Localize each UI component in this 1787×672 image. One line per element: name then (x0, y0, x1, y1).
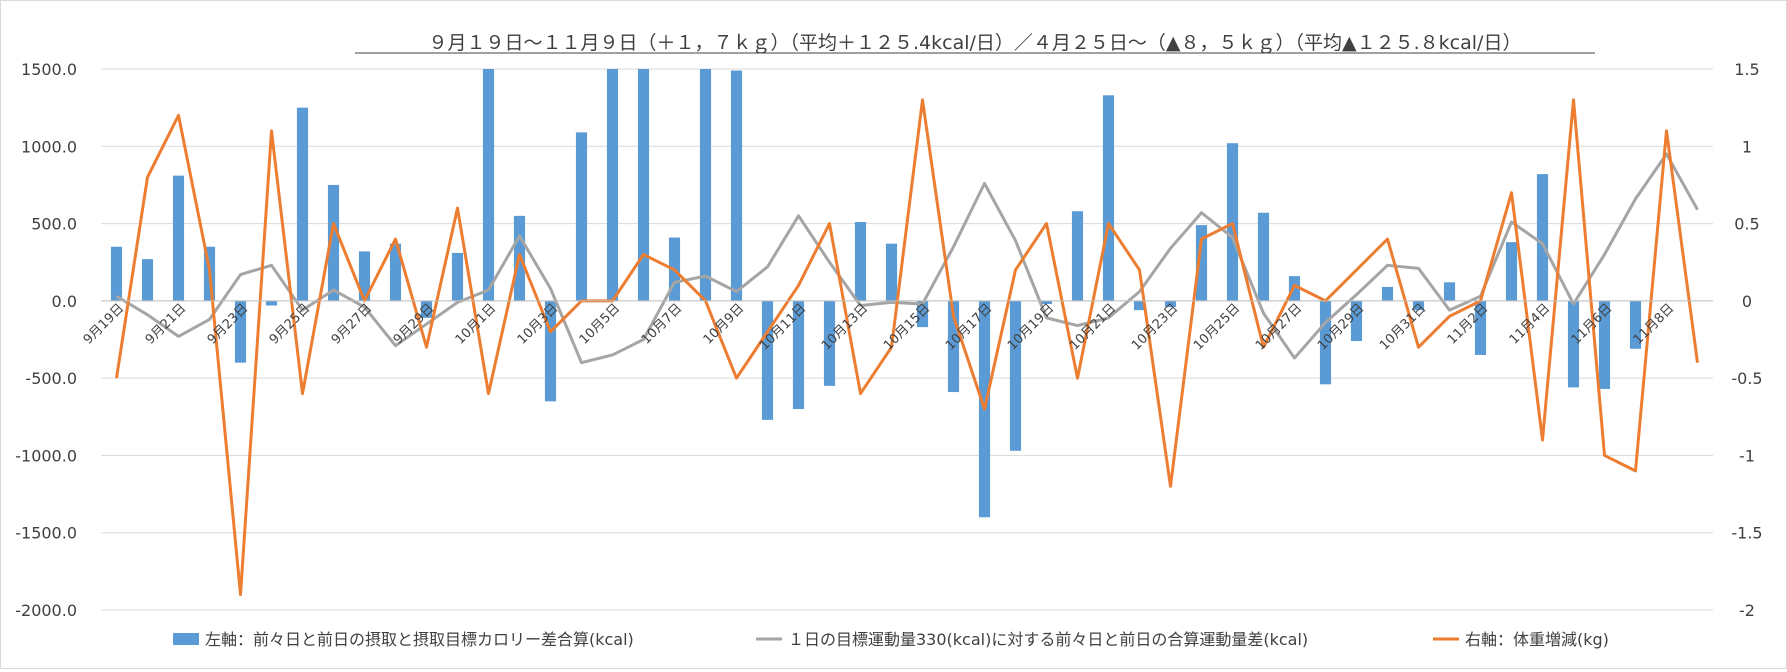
bar (916, 300, 929, 328)
right-axis-tick-label: 1 (1742, 137, 1752, 156)
right-axis-tick-label: 0 (1742, 292, 1752, 311)
bar (606, 69, 619, 301)
bar (1133, 300, 1146, 311)
bar (358, 251, 371, 301)
bar (575, 132, 588, 301)
chart-title: ９月１９日～１１月９日（＋１，７ｋｇ）（平均＋１２５.4kcal/日）／４月２５… (429, 32, 1522, 54)
left-axis-tick-label: -2000.0 (15, 601, 77, 620)
left-axis-tick-label: 0.0 (52, 292, 77, 311)
x-axis-tick-label: 10月15日 (881, 301, 933, 353)
right-axis-tick-label: 0.5 (1734, 215, 1759, 234)
left-axis-tick-label: -1500.0 (15, 524, 77, 543)
x-axis-tick-label: 9月25日 (267, 301, 314, 348)
bar (823, 300, 836, 386)
legend: 左軸：前々日と前日の摂取と摂取目標カロリー差合算(kcal) １日の目標運動量33… (173, 630, 1609, 649)
left-axis-tick-label: 1000.0 (21, 137, 77, 156)
bar (792, 300, 805, 410)
right-axis-tick-label: -0.5 (1731, 369, 1762, 388)
axes: 1500.0 1000.0 500.0 0.0 -500.0 -1000.0 -1500.0… (15, 60, 1762, 620)
x-axis-tick-label: 10月1日 (453, 301, 500, 348)
right-axis-tick-label: -1.5 (1731, 524, 1762, 543)
right-axis-tick-label: 1.5 (1734, 60, 1759, 79)
bar (265, 300, 278, 306)
bar (1443, 282, 1456, 301)
bar (1536, 174, 1549, 301)
bar (141, 259, 154, 301)
bar (1474, 300, 1487, 355)
right-axis-tick-label: -1 (1739, 446, 1755, 465)
bar (451, 252, 464, 301)
bar (1071, 211, 1084, 301)
left-axis-tick-label: 500.0 (31, 215, 77, 234)
legend-swatch (173, 633, 199, 645)
bar (1040, 300, 1053, 304)
x-axis-tick-label: 9月21日 (143, 301, 190, 348)
bar (1567, 300, 1580, 388)
bar (544, 300, 557, 402)
bar (327, 184, 340, 301)
bar (885, 243, 898, 301)
x-axis-tick-label: 10月5日 (577, 301, 624, 348)
bar (637, 69, 650, 301)
x-axis-tick-label: 10月25日 (1191, 301, 1243, 353)
bar (1257, 212, 1270, 301)
bar (1412, 300, 1425, 311)
bar (947, 300, 960, 393)
bar (699, 69, 712, 301)
right-axis-tick-label: -2 (1739, 601, 1755, 620)
bar (1009, 300, 1022, 451)
bar (389, 243, 402, 301)
legend-label: 右軸：体重増減(kg) (1465, 630, 1609, 649)
bar (1226, 143, 1239, 301)
line-series (115, 98, 1699, 597)
bar (172, 175, 185, 301)
bar (296, 107, 309, 301)
bar (1505, 242, 1518, 301)
bar (854, 222, 867, 301)
bar (1381, 286, 1394, 301)
left-axis-tick-label: -1000.0 (15, 446, 77, 465)
bar (1195, 225, 1208, 301)
bar (1319, 300, 1332, 385)
bar (1629, 300, 1642, 349)
bar (761, 300, 774, 420)
x-axis-tick-label: 9月27日 (329, 301, 376, 348)
bar (234, 300, 247, 363)
bar (1164, 300, 1177, 308)
bar (110, 246, 123, 301)
x-axis-tick-label: 9月19日 (81, 301, 128, 348)
bar (1350, 300, 1363, 342)
left-axis-tick-label: 1500.0 (21, 60, 77, 79)
left-axis-tick-label: -500.0 (25, 369, 77, 388)
legend-label: 左軸：前々日と前日の摂取と摂取目標カロリー差合算(kcal) (205, 630, 634, 649)
series-line (115, 98, 1699, 597)
bar (1598, 300, 1611, 389)
bar (420, 300, 433, 318)
bar (482, 69, 495, 301)
x-axis-tick-label: 10月21日 (1067, 301, 1119, 353)
series-line (115, 152, 1699, 365)
bar (730, 70, 743, 301)
legend-label: １日の目標運動量330(kcal)に対する前々日と前日の合算運動量差(kcal) (788, 630, 1308, 649)
bar (1102, 95, 1115, 301)
